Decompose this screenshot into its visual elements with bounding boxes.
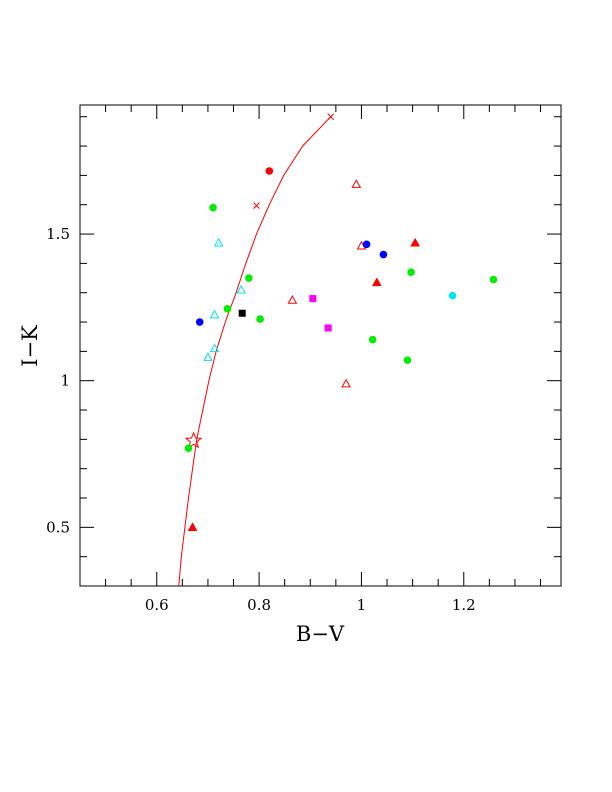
data-point-triangle-filled xyxy=(187,522,198,532)
data-point-circle xyxy=(209,203,217,212)
data-point-square xyxy=(309,295,317,303)
model-curve-layer xyxy=(178,113,335,587)
axis-ticks xyxy=(79,105,561,587)
data-point-triangle-filled xyxy=(410,237,421,247)
y-tick-label: 0.5 xyxy=(46,518,70,536)
plot-frame xyxy=(79,104,562,587)
data-point-triangle-open xyxy=(341,378,351,388)
data-point-circle xyxy=(379,250,388,259)
data-point-circle xyxy=(184,444,193,452)
axis-tick-labels: 0.6 0.8 1 1.2 0.5 1 1.5 xyxy=(46,225,476,614)
data-point-triangle-open xyxy=(209,343,220,353)
data-point-circle xyxy=(195,318,204,326)
data-points xyxy=(184,167,498,532)
data-point-circle xyxy=(448,291,457,300)
curve-star-marker xyxy=(184,431,203,449)
data-point-circle xyxy=(265,167,274,175)
data-point-circle xyxy=(223,305,232,313)
data-point-circle xyxy=(245,274,253,282)
y-tick-label: 1 xyxy=(60,372,70,390)
data-point-circle xyxy=(407,268,415,276)
data-point-circle xyxy=(256,315,264,323)
data-point-circle xyxy=(403,356,412,364)
data-point-square xyxy=(324,324,332,332)
data-point-triangle-open xyxy=(351,179,362,188)
data-point-square xyxy=(238,309,246,317)
data-point-triangle-open xyxy=(203,352,213,361)
x-tick-label: 1.2 xyxy=(452,596,476,614)
model-curve xyxy=(178,116,332,587)
data-point-circle xyxy=(489,275,498,284)
x-tick-label: 0.6 xyxy=(145,596,169,614)
x-axis-label: B−V xyxy=(296,622,345,646)
y-axis-label: I−K xyxy=(18,325,42,367)
x-tick-label: 1 xyxy=(357,596,367,614)
y-tick-label: 1.5 xyxy=(46,225,70,243)
data-point-triangle-open xyxy=(287,295,298,304)
curve-cross-marker xyxy=(327,113,335,121)
data-point-circle xyxy=(362,240,371,249)
data-point-triangle-open xyxy=(209,309,220,319)
data-point-triangle-open xyxy=(213,237,224,247)
data-point-circle xyxy=(368,335,377,344)
data-point-triangle-open xyxy=(236,284,247,294)
data-point-triangle-filled xyxy=(371,277,382,287)
x-tick-label: 0.8 xyxy=(247,596,271,614)
curve-cross-marker xyxy=(253,202,260,209)
